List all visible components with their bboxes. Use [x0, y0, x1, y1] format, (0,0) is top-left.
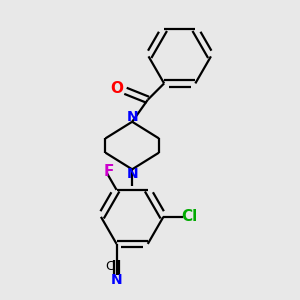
- Text: N: N: [111, 274, 122, 287]
- Text: N: N: [126, 167, 138, 182]
- Text: F: F: [103, 164, 114, 179]
- Text: Cl: Cl: [181, 209, 197, 224]
- Text: O: O: [111, 81, 124, 96]
- Text: C: C: [105, 260, 113, 273]
- Text: N: N: [126, 110, 138, 124]
